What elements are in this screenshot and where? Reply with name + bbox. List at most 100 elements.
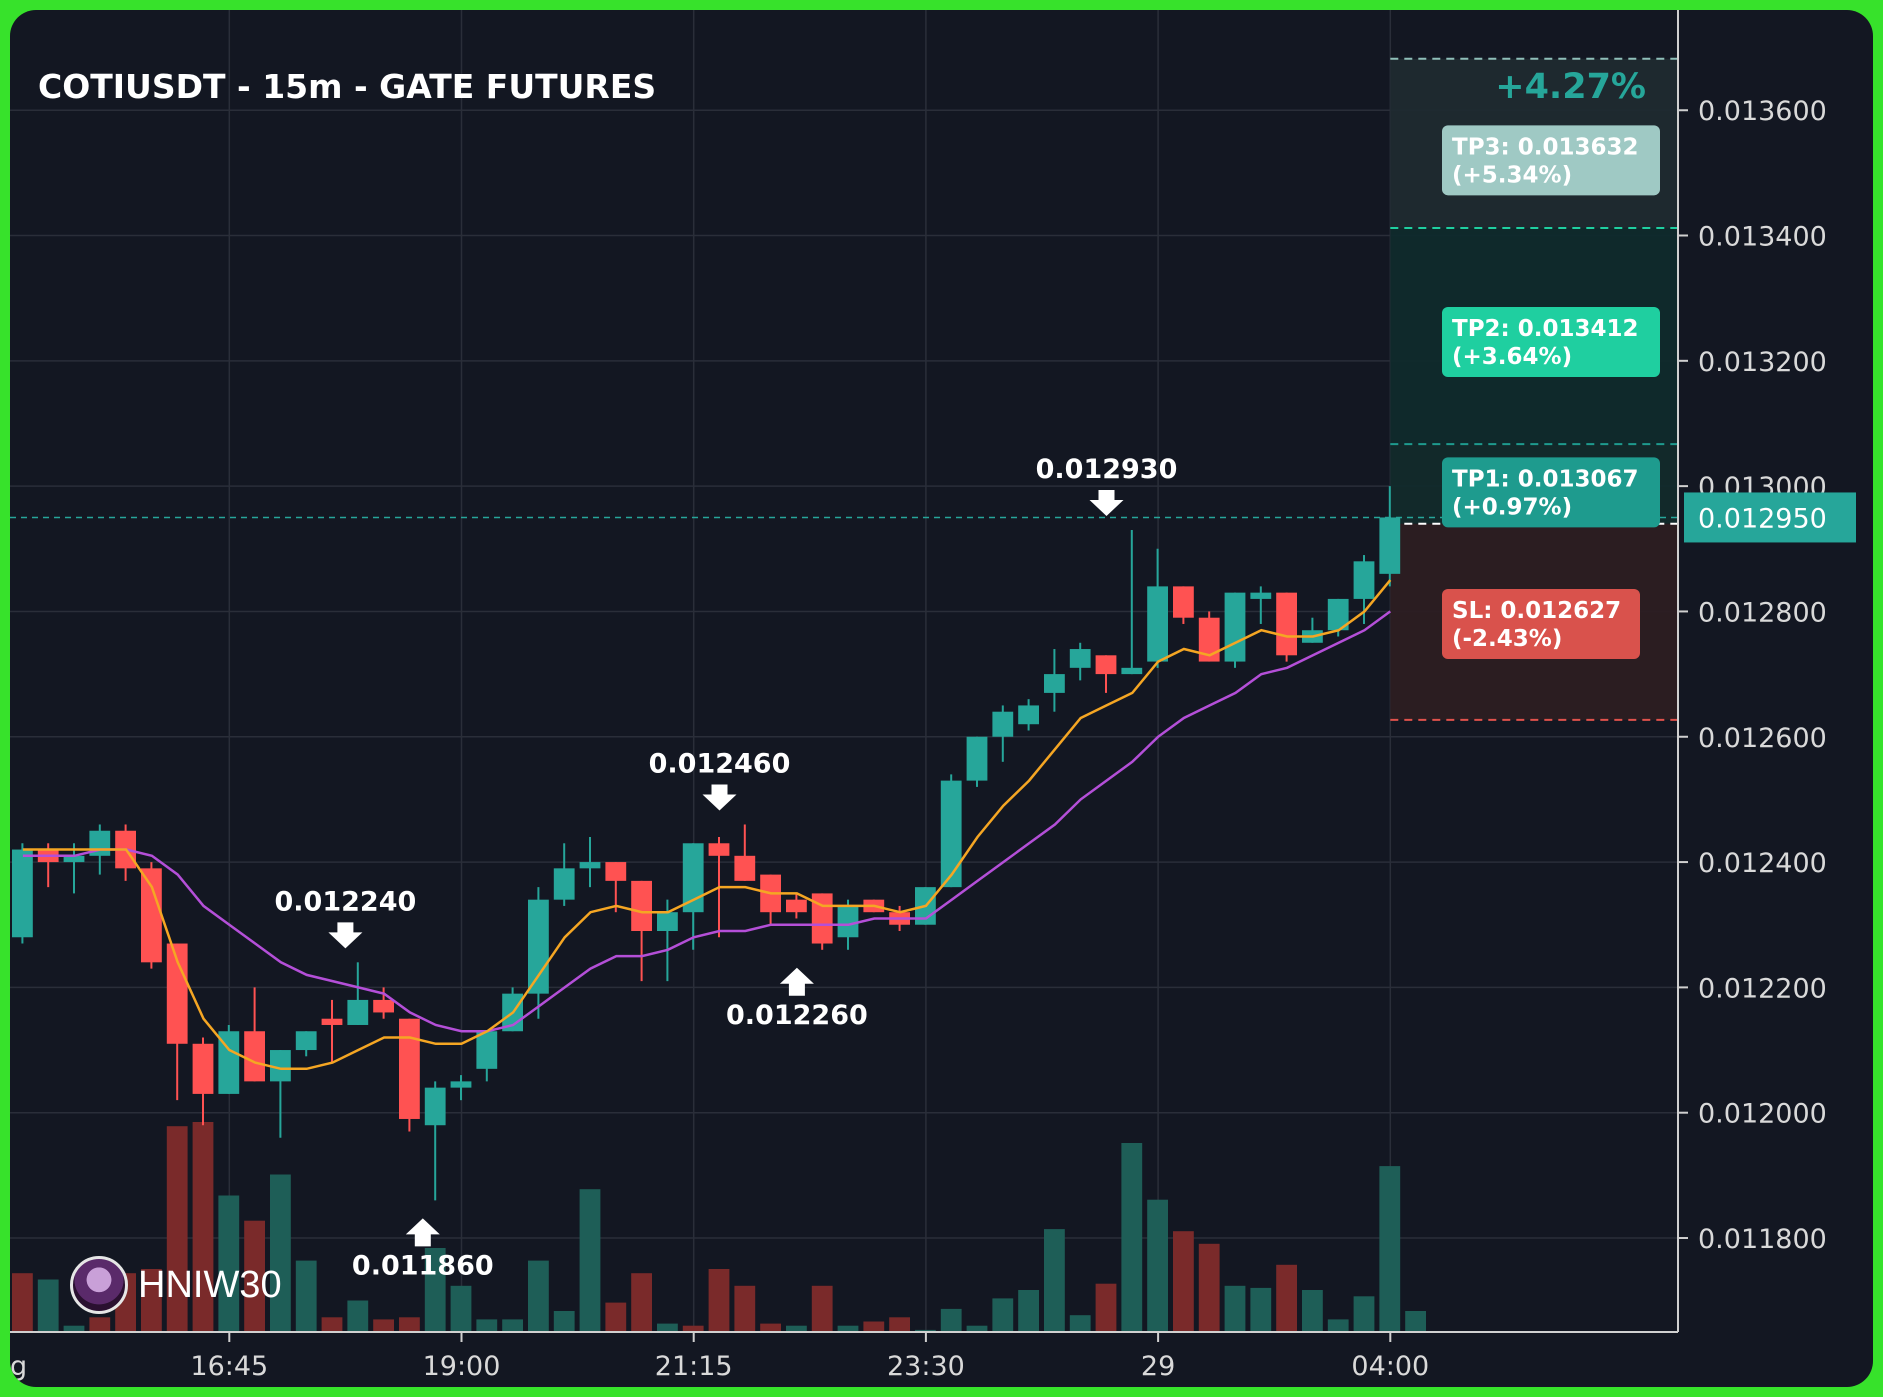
candle-body <box>657 912 678 931</box>
y-tick-label: 0.011800 <box>1698 1224 1827 1255</box>
x-tick-label: 19:00 <box>423 1351 501 1382</box>
volume-bar <box>553 1311 575 1332</box>
annotation-label: 0.012460 <box>649 748 791 779</box>
candle-body <box>605 862 627 881</box>
volume-bar <box>1302 1290 1323 1332</box>
volume-bar <box>1121 1143 1143 1332</box>
chart-frame: 0.012240 0.011860 0.012460 0.012260 0.012930… <box>10 10 1873 1387</box>
candle-body <box>1276 592 1297 656</box>
candle-body <box>1044 674 1065 693</box>
y-tick-label: 0.013600 <box>1698 96 1827 127</box>
candle-body <box>373 999 394 1013</box>
y-tick-label: 0.012000 <box>1698 1099 1827 1130</box>
volume-bar <box>1353 1296 1375 1332</box>
volume-bar <box>863 1321 885 1332</box>
x-tick-label: 29 <box>1141 1351 1175 1382</box>
volume-bar <box>295 1260 317 1332</box>
volume-bar <box>399 1317 420 1332</box>
arrow-down-icon <box>328 922 363 949</box>
candle-body <box>1069 649 1091 668</box>
target-label-price: TP1: 0.013067 <box>1452 466 1639 492</box>
volume-bar <box>89 1317 111 1332</box>
candle-body <box>1379 517 1401 574</box>
volume-bar <box>1224 1285 1246 1332</box>
volume-bar <box>889 1317 910 1332</box>
volume-bar <box>1095 1283 1117 1332</box>
candle-body <box>270 1050 291 1082</box>
volume-bar <box>1250 1287 1272 1332</box>
chart-title: COTIUSDT - 15m - GATE FUTURES <box>38 67 656 106</box>
arrow-up-icon <box>405 1218 440 1247</box>
candle-body <box>940 780 962 888</box>
ema-slow-line <box>22 610 1392 1033</box>
volume-bar <box>631 1273 652 1332</box>
volume-bar <box>1044 1229 1065 1332</box>
target-label-box <box>1442 588 1640 659</box>
target-label-pct: (+5.34%) <box>1452 162 1572 188</box>
y-tick-label: 0.012800 <box>1698 597 1827 628</box>
candle-body <box>399 1018 420 1119</box>
y-tick-label: 0.012200 <box>1698 973 1827 1004</box>
annotation-label: 0.012260 <box>726 1000 868 1031</box>
candle-body <box>218 1031 240 1094</box>
volume-bar <box>528 1260 549 1332</box>
volume-bar <box>1198 1243 1220 1332</box>
volume-bar <box>1276 1264 1297 1332</box>
volume-bar <box>141 1269 162 1332</box>
x-tick-label: 04:00 <box>1351 1351 1429 1382</box>
volume-bar <box>12 1273 33 1332</box>
price-chart: 0.012240 0.011860 0.012460 0.012260 0.012930… <box>10 10 1856 1382</box>
candle-body <box>321 1018 343 1025</box>
target-label-box <box>1442 457 1660 528</box>
annotation-label: 0.012240 <box>275 886 417 917</box>
candle-body <box>244 1031 265 1082</box>
volume-bar <box>218 1195 240 1332</box>
candle-body <box>1353 561 1375 599</box>
candle-body <box>1018 705 1039 725</box>
annotation-label: 0.012930 <box>1036 454 1178 485</box>
change-label: +4.27% <box>1495 67 1646 107</box>
current-price-badge <box>1684 492 1856 543</box>
volume-bar <box>347 1300 369 1332</box>
candle-body <box>166 943 188 1044</box>
volume-bar <box>760 1323 781 1332</box>
volume-bar <box>940 1308 962 1332</box>
y-tick-label: 0.012600 <box>1698 723 1827 754</box>
candle-body <box>1095 655 1117 675</box>
volume-bar <box>424 1248 446 1332</box>
current-price-label: 0.012950 <box>1698 503 1827 534</box>
watermark: HNIW30 <box>70 1256 282 1314</box>
target-label-price: TP2: 0.013412 <box>1452 316 1639 342</box>
volume-bar <box>1147 1199 1168 1332</box>
volume-bar <box>811 1285 833 1332</box>
volume-bar <box>682 1325 704 1332</box>
candle-body <box>347 999 369 1025</box>
target-label-pct: (+3.64%) <box>1452 344 1572 370</box>
target-label-box <box>1442 307 1660 378</box>
candle-body <box>579 862 601 869</box>
volume-bar <box>502 1319 523 1332</box>
candle-body <box>424 1087 446 1126</box>
target-label-price: SL: 0.012627 <box>1452 598 1621 624</box>
avatar <box>70 1256 128 1314</box>
candle-body <box>966 736 988 781</box>
x-tick-label: 23:30 <box>887 1351 965 1382</box>
volume-bar <box>605 1302 627 1332</box>
candle-body <box>295 1031 317 1051</box>
volume-bar <box>270 1174 291 1332</box>
candle-body <box>837 905 859 938</box>
arrow-down-icon <box>702 784 737 811</box>
volume-bar <box>1327 1319 1349 1332</box>
x-tick-label: 16:45 <box>190 1351 268 1382</box>
volume-bar <box>786 1325 807 1332</box>
volume-bar <box>1379 1166 1401 1332</box>
candle-body <box>476 1031 498 1069</box>
target-label-price: TP3: 0.013632 <box>1452 134 1639 160</box>
candle-body <box>1250 592 1272 599</box>
candle-body <box>1224 592 1246 662</box>
candle-body <box>192 1043 214 1094</box>
candle-body <box>553 868 575 900</box>
volume-bar <box>1173 1231 1194 1332</box>
target-label-pct: (+0.97%) <box>1452 494 1572 520</box>
y-tick-label: 0.013400 <box>1698 222 1827 253</box>
